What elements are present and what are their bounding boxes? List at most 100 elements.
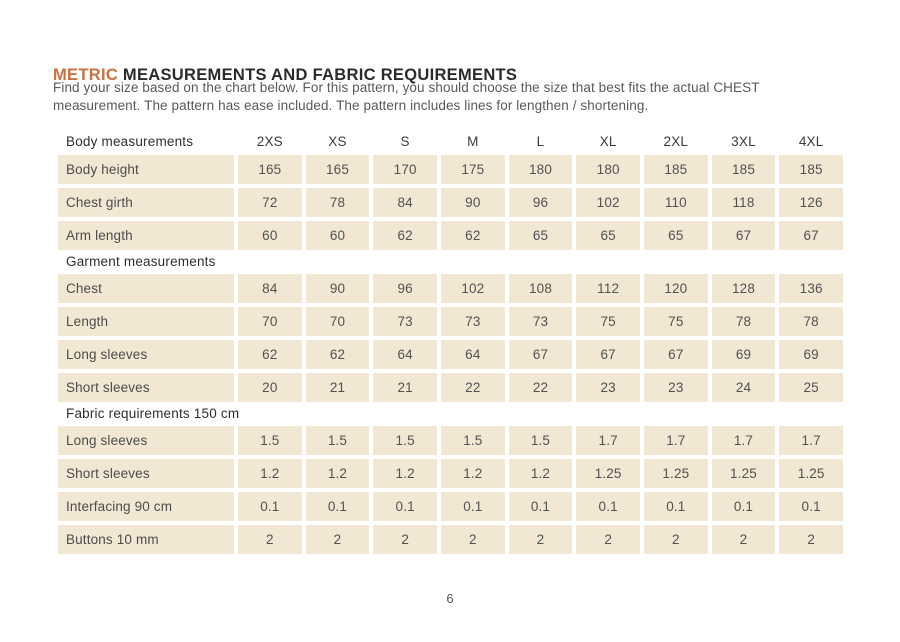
table-row: Long sleeves 62 62 64 64 67 67 67 69 69 (58, 340, 843, 369)
value-cell: 1.5 (508, 426, 573, 455)
value-cell: 96 (508, 188, 573, 217)
value-cell: 0.1 (373, 492, 437, 521)
table-row: Chest 84 90 96 102 108 112 120 128 136 (58, 274, 843, 303)
value-cell: 65 (576, 221, 640, 250)
row-label: Interfacing 90 cm (58, 492, 234, 521)
intro-line-1: Find your size based on the chart below.… (53, 80, 760, 95)
value-cell: 67 (508, 340, 573, 369)
value-cell: 185 (779, 155, 843, 184)
value-cell: 1.2 (373, 459, 437, 488)
table-row: Length 70 70 73 73 73 75 75 78 78 (58, 307, 843, 336)
table-row: Body height 165 165 170 175 180 180 185 185 185 (58, 155, 843, 184)
value-cell: 102 (441, 274, 505, 303)
value-cell: 0.1 (238, 492, 302, 521)
value-cell: 185 (644, 155, 708, 184)
size-column-header: 3XL (731, 133, 756, 149)
section-heading: Fabric requirements 150 cm (66, 406, 240, 421)
size-column-header: XL (599, 133, 617, 149)
corner-label: Body measurements (66, 133, 194, 149)
value-cell: 1.2 (441, 459, 505, 488)
value-cell: 112 (576, 274, 640, 303)
value-cell: 2 (508, 525, 573, 554)
section-heading: Garment measurements (66, 254, 216, 269)
value-cell: 73 (508, 307, 573, 336)
row-label: Arm length (58, 221, 234, 250)
row-label: Chest girth (58, 188, 234, 217)
value-cell: 126 (779, 188, 843, 217)
size-column-header: XS (328, 133, 347, 149)
value-cell: 2 (644, 525, 708, 554)
value-cell: 2 (711, 525, 776, 554)
page-title: METRIC MEASUREMENTS AND FABRIC REQUIREME… (53, 66, 517, 85)
size-column-header: 2XL (663, 133, 689, 149)
value-cell: 21 (305, 373, 370, 402)
value-cell: 1.2 (305, 459, 370, 488)
value-cell: 65 (508, 221, 573, 250)
value-cell: 96 (373, 274, 437, 303)
value-cell: 1.25 (711, 459, 776, 488)
value-cell: 1.5 (441, 426, 505, 455)
value-cell: 120 (644, 274, 708, 303)
value-cell: 72 (238, 188, 302, 217)
value-cell: 175 (441, 155, 505, 184)
value-cell: 67 (576, 340, 640, 369)
value-cell: 60 (305, 221, 370, 250)
value-cell: 0.1 (644, 492, 708, 521)
size-column-header: 2XS (256, 133, 283, 149)
table-row: Chest girth 72 78 84 90 96 102 110 118 126 (58, 188, 843, 217)
size-column-header: 4XL (798, 133, 824, 149)
value-cell: 165 (238, 155, 302, 184)
value-cell: 62 (305, 340, 370, 369)
value-cell: 180 (508, 155, 573, 184)
value-cell: 69 (711, 340, 776, 369)
value-cell: 1.5 (373, 426, 437, 455)
value-cell: 65 (644, 221, 708, 250)
row-label: Body height (58, 155, 234, 184)
row-label: Long sleeves (58, 426, 234, 455)
value-cell: 1.25 (779, 459, 843, 488)
value-cell: 102 (576, 188, 640, 217)
intro-paragraph: Find your size based on the chart below.… (53, 79, 853, 114)
value-cell: 84 (238, 274, 302, 303)
value-cell: 73 (373, 307, 437, 336)
row-label: Length (58, 307, 234, 336)
value-cell: 165 (305, 155, 370, 184)
value-cell: 90 (441, 188, 505, 217)
size-column-header: S (400, 133, 410, 149)
value-cell: 90 (305, 274, 370, 303)
value-cell: 67 (711, 221, 776, 250)
value-cell: 0.1 (305, 492, 370, 521)
value-cell: 22 (508, 373, 573, 402)
value-cell: 1.5 (305, 426, 370, 455)
table-row: Arm length 60 60 62 62 65 65 65 67 67 (58, 221, 843, 250)
value-cell: 1.7 (779, 426, 843, 455)
row-label: Short sleeves (58, 459, 234, 488)
value-cell: 2 (373, 525, 437, 554)
value-cell: 1.2 (508, 459, 573, 488)
value-cell: 78 (305, 188, 370, 217)
value-cell: 2 (305, 525, 370, 554)
value-cell: 62 (441, 221, 505, 250)
value-cell: 70 (305, 307, 370, 336)
row-label: Buttons 10 mm (58, 525, 234, 554)
value-cell: 0.1 (508, 492, 573, 521)
value-cell: 73 (441, 307, 505, 336)
page-number: 6 (446, 591, 454, 606)
value-cell: 25 (779, 373, 843, 402)
value-cell: 0.1 (711, 492, 776, 521)
value-cell: 1.7 (711, 426, 776, 455)
page-title-rest: MEASUREMENTS AND FABRIC REQUIREMENTS (118, 66, 518, 85)
table-row: Interfacing 90 cm 0.1 0.1 0.1 0.1 0.1 0.1 0.1 0.… (58, 492, 843, 521)
value-cell: 23 (644, 373, 708, 402)
value-cell: 23 (576, 373, 640, 402)
value-cell: 22 (441, 373, 505, 402)
value-cell: 0.1 (576, 492, 640, 521)
table-row: Buttons 10 mm 2 2 2 2 2 2 2 2 2 (58, 525, 843, 554)
measurement-table: Body measurements 2XS XS S M L XL 2XL 3XL 4XL Body… (58, 131, 843, 558)
value-cell: 60 (238, 221, 302, 250)
value-cell: 1.7 (644, 426, 708, 455)
row-label: Chest (58, 274, 234, 303)
value-cell: 67 (644, 340, 708, 369)
value-cell: 1.25 (576, 459, 640, 488)
